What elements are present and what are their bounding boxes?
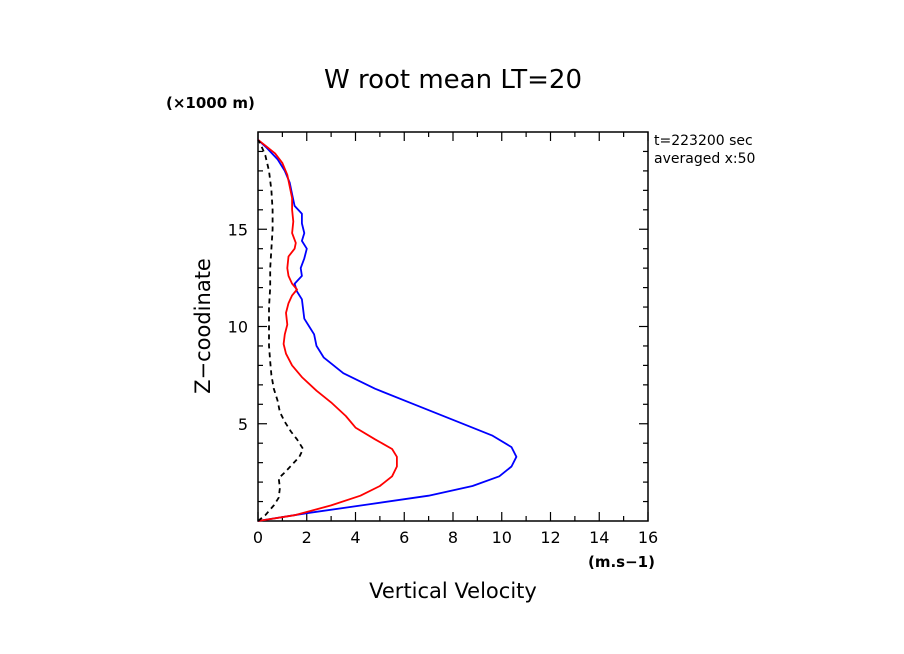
- y-unit-label: (×1000 m): [166, 94, 255, 112]
- x-tick-label: 16: [638, 528, 658, 547]
- annotation-average: averaged x:50: [654, 151, 755, 167]
- x-unit-label: (m.s−1): [588, 553, 655, 571]
- chart-title: W root mean LT=20: [324, 65, 582, 95]
- x-tick-label: 2: [302, 528, 312, 547]
- series-line-2: [257, 139, 398, 522]
- x-tick-label: 10: [492, 528, 512, 547]
- y-tick-label: 15: [228, 220, 248, 239]
- series-line-3: [257, 139, 305, 522]
- x-axis-label: Vertical Velocity: [369, 579, 537, 603]
- x-tick-label: 6: [399, 528, 409, 547]
- y-tick-label: 10: [228, 318, 248, 337]
- x-tick-label: 4: [350, 528, 360, 547]
- x-tick-label: 8: [448, 528, 458, 547]
- x-tick-label: 14: [589, 528, 609, 547]
- y-tick-label: 5: [238, 415, 248, 434]
- x-tick-label: 12: [540, 528, 560, 547]
- y-axis-label: Z−coodinate: [191, 258, 215, 394]
- annotation-clip: [775, 130, 904, 170]
- x-tick-label: 0: [253, 528, 263, 547]
- annotation-time: t=223200 sec: [654, 133, 753, 149]
- series-line-1: [257, 139, 518, 522]
- plot-frame: [257, 131, 649, 522]
- plot-area: 0 2 4 6 8 10 12 14 16 5 10 15: [228, 131, 658, 547]
